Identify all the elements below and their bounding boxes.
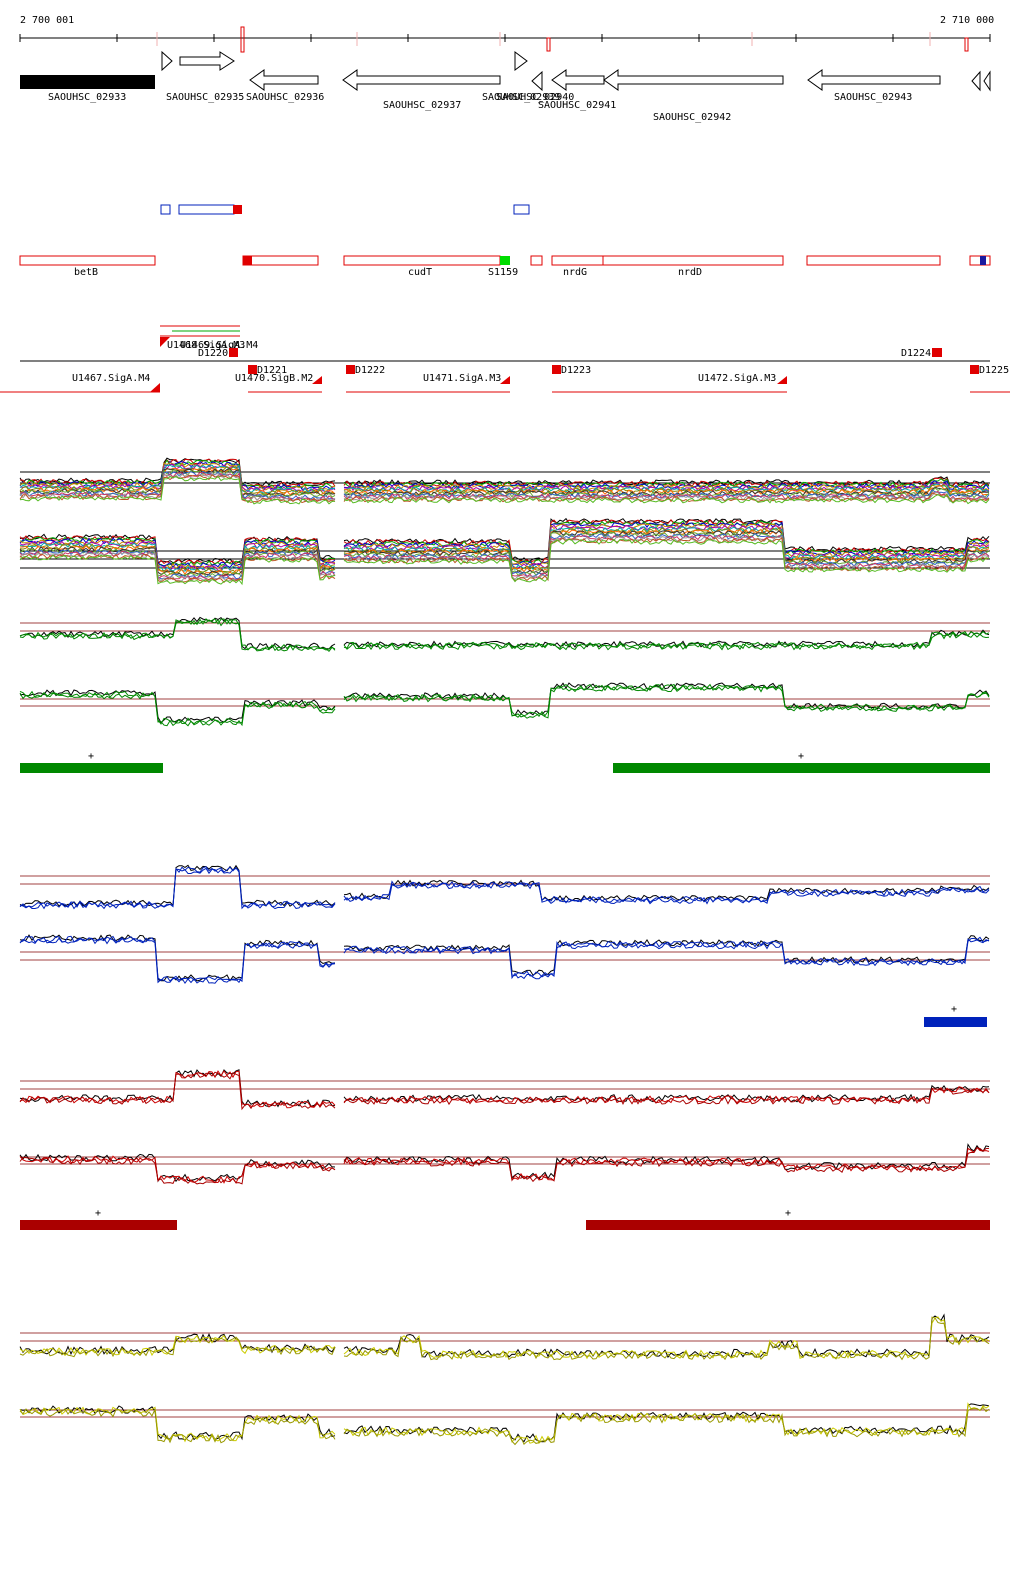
tu-box[interactable] (248, 365, 257, 374)
gene-arrow[interactable] (249, 69, 319, 91)
gene-arrow[interactable] (983, 70, 991, 92)
annotation-box[interactable] (980, 256, 986, 265)
gene-label: SAOUHSC_02940 (496, 92, 574, 103)
profile-panel (19, 457, 990, 586)
strand-mark: + (95, 1208, 101, 1219)
annotation-label: betB (74, 267, 98, 278)
segment-bar-blue[interactable] (924, 1017, 987, 1027)
gene-label: SAOUHSC_02942 (653, 112, 731, 123)
tu-box[interactable] (932, 348, 942, 357)
tu-start-marker[interactable] (777, 376, 787, 384)
expression-profiles (19, 457, 990, 1446)
gene-arrow[interactable] (531, 70, 543, 92)
gene-arrow[interactable] (342, 69, 501, 91)
feature-box[interactable] (160, 204, 171, 215)
tu-start-marker[interactable] (150, 383, 160, 392)
tu-start-marker[interactable] (160, 337, 170, 347)
tu-label: U1467.SigA.M4 (72, 373, 150, 384)
gene-arrow[interactable] (551, 69, 605, 91)
transcription-unit-track: U1468.SigA.M3 U1469.SigA.M4 D1220 D1224 … (0, 325, 1010, 393)
tu-label: U1471.SigA.M3 (423, 373, 501, 384)
ruler-marker (546, 37, 551, 52)
profile-panel (19, 616, 990, 727)
tu-box[interactable] (552, 365, 561, 374)
tu-label: D1223 (561, 365, 591, 376)
annotation-box[interactable] (551, 255, 604, 266)
ruler-marker (240, 26, 245, 53)
annotation-box[interactable] (530, 255, 543, 266)
tu-label: D1221 (257, 365, 287, 376)
ruler-ticks (19, 32, 991, 46)
segment-bar-green[interactable] (613, 763, 990, 773)
ruler-marker (964, 37, 969, 52)
tu-box[interactable] (346, 365, 355, 374)
annotation-label: nrdD (678, 267, 702, 278)
gene-label: SAOUHSC_02943 (834, 92, 912, 103)
annotation-box[interactable] (602, 255, 784, 266)
gene-track: SAOUHSC_02933 SAOUHSC_02935 SAOUHSC_0293… (20, 50, 991, 123)
tu-label: D1225 (979, 365, 1009, 376)
ruler-end-label: 2 710 000 (940, 15, 994, 26)
srna-box[interactable] (500, 256, 510, 265)
annotation-box[interactable] (343, 255, 501, 266)
tu-label: D1220 (198, 348, 228, 359)
gene-label: SAOUHSC_02936 (246, 92, 324, 103)
feature-box[interactable] (178, 204, 235, 215)
gene-label: SAOUHSC_02941 (538, 100, 616, 111)
gene-label: SAOUHSC_02939 (482, 92, 560, 103)
annotation-track: betB cudT S1159 nrdG nrdD (19, 255, 991, 278)
annotation-label: cudT (408, 267, 432, 278)
gene-arrow[interactable] (971, 70, 981, 92)
tu-label: U1468.SigA.M3 (167, 340, 245, 351)
strand-mark: + (785, 1208, 791, 1219)
gene-label: SAOUHSC_02937 (383, 100, 461, 111)
annotation-box[interactable] (243, 256, 252, 265)
gene-label: SAOUHSC_02935 (166, 92, 244, 103)
strand-mark: + (798, 751, 804, 762)
gene-arrow[interactable] (603, 69, 784, 91)
gene-arrow[interactable] (161, 50, 173, 72)
gene-label: SAOUHSC_02933 (48, 92, 126, 103)
gene-feature[interactable] (20, 75, 155, 89)
gene-arrow[interactable] (514, 51, 528, 71)
segment-bar-red[interactable] (586, 1220, 990, 1230)
ruler-start-label: 2 700 001 (20, 15, 74, 26)
tu-label: D1222 (355, 365, 385, 376)
profile-panel (19, 1069, 990, 1185)
annotation-box[interactable] (806, 255, 941, 266)
feature-box[interactable] (513, 204, 530, 215)
annotation-label: S1159 (488, 267, 518, 278)
segment-bars: + + + + + (20, 751, 990, 1230)
tu-label: U1470.SigB.M2 (235, 373, 313, 384)
tu-box[interactable] (229, 348, 238, 357)
strand-mark: + (88, 751, 94, 762)
tu-label: U1469.SigA.M4 (180, 340, 258, 351)
tu-label: U1472.SigA.M3 (698, 373, 776, 384)
annotation-box[interactable] (19, 255, 156, 266)
gene-arrow[interactable] (807, 69, 941, 91)
tu-start-marker[interactable] (312, 376, 322, 384)
tu-start-marker[interactable] (500, 376, 510, 384)
blue-feature-track (160, 204, 530, 215)
tu-box[interactable] (970, 365, 979, 374)
tu-label: D1224 (901, 348, 931, 359)
annotation-box[interactable] (242, 255, 319, 266)
feature-box[interactable] (233, 205, 242, 214)
gene-arrow[interactable] (179, 51, 235, 71)
annotation-label: nrdG (563, 267, 587, 278)
segment-bar-red[interactable] (20, 1220, 177, 1230)
strand-mark: + (951, 1004, 957, 1015)
coordinate-ruler: 2 700 001 2 710 000 (19, 15, 994, 53)
profile-panel (19, 864, 990, 984)
segment-bar-green[interactable] (20, 763, 163, 773)
profile-panel (19, 1313, 990, 1446)
